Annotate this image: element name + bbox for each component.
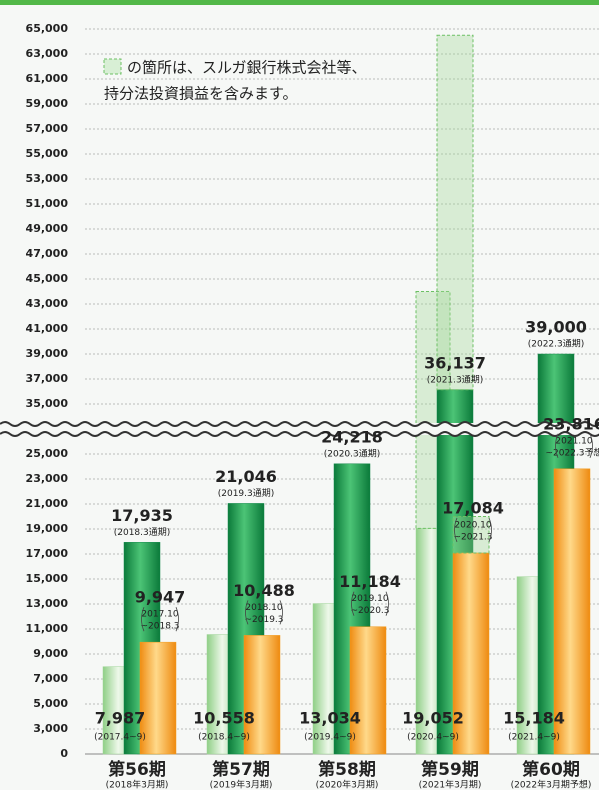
value-label: 39,000 [525, 318, 587, 337]
period-label: (2021.3通期) [427, 374, 484, 385]
bar [553, 468, 591, 755]
value-label: 17,084 [442, 498, 504, 517]
y-tick-label: 47,000 [26, 247, 69, 260]
value-label: 24,218 [321, 427, 383, 446]
y-tick-label: 39,000 [26, 347, 69, 360]
x-tick-sublabel: (2021年3月期) [419, 779, 482, 790]
value-label: 36,137 [424, 353, 486, 372]
y-tick-label: 43,000 [26, 297, 69, 310]
y-tick-label: 21,000 [26, 497, 69, 510]
y-tick-label: 57,000 [26, 122, 69, 135]
period-label: (2019.3通期) [218, 488, 275, 499]
bracket [555, 433, 593, 458]
axis-break [0, 423, 599, 435]
period-label: ~2020.3 [350, 606, 389, 616]
y-tick-label: 15,000 [26, 572, 69, 585]
y-tick-label: 65,000 [26, 22, 69, 35]
y-tick-label: 37,000 [26, 372, 69, 385]
y-tick-label: 49,000 [26, 222, 69, 235]
period-label: (2020.3通期) [324, 448, 381, 459]
x-tick-label: 第59期 [421, 759, 479, 780]
y-tick-label: 3,000 [33, 722, 68, 735]
axis-break-line [0, 421, 599, 427]
period-label: (2021.4~9) [508, 733, 560, 743]
y-tick-label: 19,000 [26, 522, 69, 535]
bar [243, 635, 281, 755]
equity-box [436, 34, 474, 391]
x-tick-label: 第58期 [318, 759, 376, 780]
bracket [351, 591, 389, 616]
y-tick-label: 25,000 [26, 447, 69, 460]
x-tick-sublabel: (2020年3月期) [316, 779, 379, 790]
value-label: 10,488 [233, 581, 295, 600]
period-label: (2018.4~9) [198, 733, 250, 743]
period-label: (2020.4~9) [407, 733, 459, 743]
value-label: 19,052 [402, 709, 464, 728]
y-tick-label: 9,000 [33, 647, 68, 660]
value-label: 10,558 [193, 709, 255, 728]
y-tick-label: 45,000 [26, 272, 69, 285]
axis-break-line [0, 431, 599, 437]
y-tick-label: 55,000 [26, 147, 69, 160]
y-tick-label: 41,000 [26, 322, 69, 335]
y-tick-label: 5,000 [33, 697, 68, 710]
y-tick-label: 17,000 [26, 547, 69, 560]
annotation: 持分法投資損益を含みます。 [104, 85, 298, 103]
value-label: 7,987 [95, 709, 146, 728]
bracket [454, 517, 492, 543]
x-tick-sublabel: (2019年3月期) [210, 779, 273, 790]
y-tick-label: 59,000 [26, 97, 69, 110]
y-tick-label: 11,000 [26, 622, 69, 635]
equity-box [452, 516, 490, 554]
period-label: (2019.4~9) [304, 733, 356, 743]
period-label: ~2019.3 [244, 615, 283, 625]
y-tick-label: 53,000 [26, 172, 69, 185]
x-tick-label: 第57期 [212, 759, 270, 780]
annotation: の箇所は、スルガ銀行株式会社等、 [127, 59, 367, 77]
value-label: 21,046 [215, 467, 277, 486]
legend-swatch [103, 58, 122, 75]
y-tick-label: 51,000 [26, 197, 69, 210]
bar [349, 626, 387, 755]
period-label: ~2022.3予想 [545, 446, 599, 458]
x-tick-sublabel: (2018年3月期) [106, 779, 169, 790]
period-label: (2018.3通期) [114, 527, 171, 538]
period-label: ~2018.3 [140, 622, 179, 632]
value-label: 9,947 [135, 588, 186, 607]
bracket [245, 600, 283, 625]
period-label: 2017.10 [141, 610, 178, 620]
y-tick-label: 0 [60, 747, 68, 760]
x-tick-label: 第60期 [522, 759, 580, 780]
bar [452, 552, 490, 755]
value-label: 23,816 [543, 414, 599, 433]
value-label: 13,034 [299, 709, 361, 728]
period-label: 2018.10 [245, 603, 282, 613]
period-label: ~2021.3 [453, 532, 492, 542]
period-label: (2017.4~9) [94, 733, 146, 743]
value-label: 11,184 [339, 572, 401, 591]
bar [139, 641, 177, 755]
value-label: 17,935 [111, 506, 173, 525]
y-tick-label: 35,000 [26, 397, 69, 410]
y-tick-label: 23,000 [26, 472, 69, 485]
y-tick-label: 13,000 [26, 597, 69, 610]
period-label: (2022.3通期) [528, 339, 585, 350]
period-label: 2020.10 [454, 520, 491, 530]
x-tick-sublabel: (2022年3月期予想) [511, 779, 592, 790]
period-label: 2021.10 [555, 436, 592, 446]
period-label: 2019.10 [351, 594, 388, 604]
y-tick-label: 7,000 [33, 672, 68, 685]
value-label: 15,184 [503, 709, 565, 728]
y-tick-label: 63,000 [26, 47, 69, 60]
y-tick-label: 61,000 [26, 72, 69, 85]
top-bar [0, 0, 599, 5]
x-tick-label: 第56期 [108, 759, 166, 780]
bracket [141, 607, 179, 632]
